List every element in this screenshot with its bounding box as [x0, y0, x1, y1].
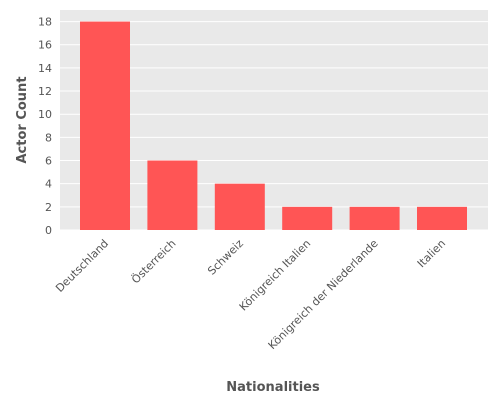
bar-0	[80, 21, 130, 230]
plot-area	[60, 10, 488, 230]
bar-5	[417, 206, 467, 230]
y-tick-label: 2	[45, 201, 52, 214]
y-tick-label: 0	[45, 224, 52, 237]
bar-3	[282, 206, 333, 230]
y-tick-label: 10	[38, 108, 52, 121]
bar-2	[214, 183, 265, 230]
x-tick-label: Österreich	[129, 237, 178, 286]
y-tick-label: 6	[45, 155, 52, 168]
x-tick-label: Königreich Italien	[237, 237, 314, 314]
y-tick-label: 8	[45, 131, 52, 144]
x-tick-label: Schweiz	[205, 237, 246, 278]
bar-4	[349, 206, 400, 230]
grid-lines	[60, 21, 488, 231]
x-tick-label: Deutschland	[53, 237, 111, 295]
x-tick-label: Italien	[415, 237, 448, 270]
y-tick-label: 14	[38, 62, 52, 75]
x-tick-label: Königreich der Niederlande	[266, 237, 381, 352]
bar-1	[147, 160, 198, 230]
y-axis-ticks: 0 2 4 6 8 10 12 14 16 18	[38, 16, 52, 237]
bars	[80, 21, 467, 230]
y-tick-label: 4	[45, 178, 52, 191]
y-tick-label: 18	[38, 16, 52, 29]
y-tick-label: 16	[38, 39, 52, 52]
x-axis-title: Nationalities	[226, 380, 320, 395]
y-axis-title: Actor Count	[15, 76, 30, 163]
y-tick-label: 12	[38, 85, 52, 98]
